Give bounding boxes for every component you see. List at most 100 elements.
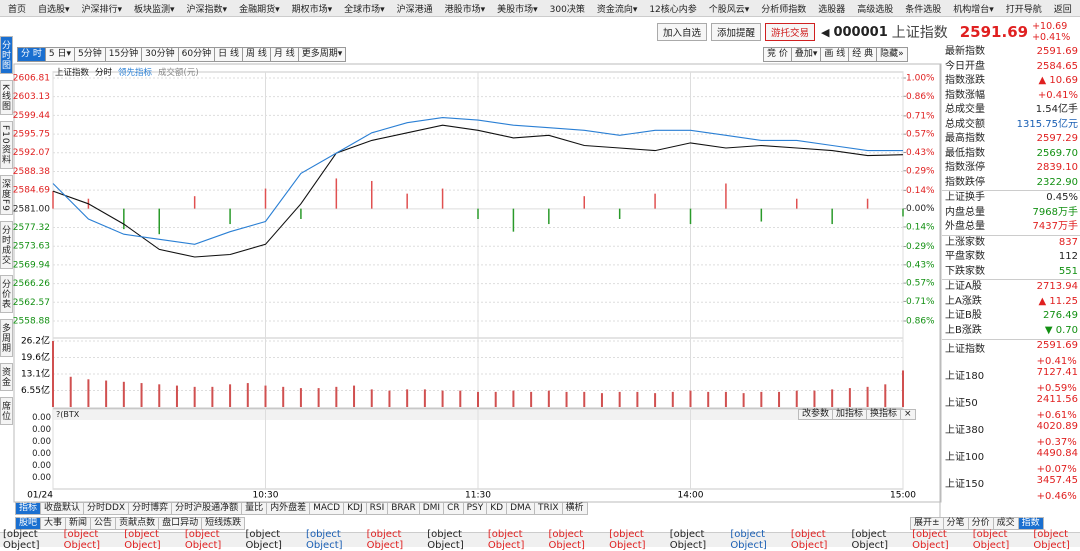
indicator-tab[interactable]: 分时DDX <box>83 502 130 515</box>
period-button[interactable]: 60分钟 <box>177 47 216 62</box>
indicator-tab[interactable]: PSY <box>462 502 488 515</box>
price-line <box>52 124 904 258</box>
header-button[interactable]: 加入自选 <box>657 23 708 41</box>
quote-label: 上B涨跌 <box>945 324 982 336</box>
btx-button[interactable]: 换指标 <box>866 409 902 420</box>
indicator-tab[interactable]: 指标 <box>15 502 42 515</box>
period-button[interactable]: 5分钟 <box>73 47 106 62</box>
menu-item[interactable]: 12核心内参 <box>649 4 697 15</box>
indicator-tab[interactable]: 分时博弈 <box>128 502 173 515</box>
indicator-tab[interactable]: CR <box>443 502 464 515</box>
tool-button[interactable]: 画 线 <box>820 47 850 62</box>
volume-bar <box>388 390 391 407</box>
bottom-tab[interactable]: 短线炼跌 <box>201 517 246 530</box>
side-tab[interactable]: 分价表 <box>0 275 13 314</box>
side-tab[interactable]: 深度F9 <box>0 174 13 216</box>
bottom-right-tab[interactable]: 指数 <box>1017 517 1044 530</box>
menu-item[interactable]: 美股市场▾ <box>497 4 538 15</box>
indicator-tab[interactable]: DMI <box>418 502 445 515</box>
indicator-tab[interactable]: 收盘默认 <box>40 502 85 515</box>
prev-arrow[interactable]: ◀ <box>821 25 830 39</box>
quote-value: ▲ 10.69 <box>1038 75 1079 86</box>
side-tab[interactable]: F10资料 <box>0 120 13 169</box>
period-button[interactable]: 更多周期▾ <box>297 47 347 62</box>
indicator-tab[interactable]: 分时沪股通净额 <box>171 502 243 515</box>
period-button[interactable]: 30分钟 <box>141 47 179 62</box>
menu-item[interactable]: 金融期货▾ <box>239 4 280 15</box>
side-tab[interactable]: 分时图 <box>0 36 13 74</box>
side-tab[interactable]: 分时成交 <box>0 221 13 270</box>
quote-value: 1.54亿手 <box>1035 104 1078 115</box>
indicator-tab[interactable]: RSI <box>365 502 389 515</box>
bottom-tab[interactable]: 贡献点数 <box>115 517 160 530</box>
index-row[interactable]: 上证380 4020.89 +0.37% <box>942 421 1080 448</box>
menu-item[interactable]: 板块监测▾ <box>134 4 175 15</box>
period-button[interactable]: 月 线 <box>269 47 299 62</box>
quote-label: 指数涨跌 <box>945 75 985 86</box>
index-row[interactable]: 上证指数 2591.69 +0.41% <box>942 340 1080 367</box>
menu-item[interactable]: 首页 <box>8 4 27 15</box>
bottom-tab[interactable]: 新闻 <box>65 517 92 530</box>
btx-button[interactable]: 改参数 <box>798 409 834 420</box>
period-button[interactable]: 5 日▾ <box>44 47 75 62</box>
tool-button[interactable]: 叠加▾ <box>790 47 822 62</box>
bottom-tab[interactable]: 盘口异动 <box>158 517 203 530</box>
btx-button[interactable]: × <box>900 409 916 420</box>
menu-item[interactable]: 高级选股 <box>857 4 894 15</box>
y2-tick-label: 0.57% <box>906 130 935 140</box>
btx-axis-label: 0.00 <box>32 437 51 447</box>
menu-item[interactable]: 个股风云▾ <box>708 4 750 15</box>
spacer <box>945 356 1037 368</box>
menu-item[interactable]: 分析师指数 <box>761 4 807 15</box>
volume-bar <box>406 389 409 407</box>
index-row[interactable]: 上证150 3457.45 +0.46% <box>942 475 1080 502</box>
bottom-right-tab[interactable]: 分笔 <box>942 517 969 530</box>
btx-button[interactable]: 加指标 <box>832 409 868 420</box>
header-button[interactable]: 游托交易 <box>765 23 816 41</box>
menu-item[interactable]: 选股器 <box>818 4 846 15</box>
period-button[interactable]: 分 时 <box>17 47 46 62</box>
tool-button[interactable]: 经 典 <box>848 47 878 62</box>
y-tick-label: 2569.94 <box>13 260 50 270</box>
header-button[interactable]: 添加提醒 <box>711 23 762 41</box>
indicator-tab[interactable]: MACD <box>309 502 345 515</box>
indicator-tab[interactable]: TRIX <box>533 502 563 515</box>
indicator-tab[interactable]: 内外盘差 <box>266 502 311 515</box>
menu-item[interactable]: 打开导航 <box>1005 4 1042 15</box>
indicator-tab[interactable]: 量比 <box>241 502 268 515</box>
indicator-tab[interactable]: DMA <box>506 502 535 515</box>
period-button[interactable]: 日 线 <box>214 47 243 62</box>
side-tab[interactable]: 席位 <box>0 397 13 426</box>
menu-item[interactable]: 条件选股 <box>905 4 942 15</box>
tool-button[interactable]: 竞 价 <box>763 47 792 62</box>
side-tab[interactable]: 资金 <box>0 363 13 392</box>
menu-item[interactable]: 返回 <box>1053 4 1072 15</box>
index-row[interactable]: 上证100 4490.84 +0.07% <box>942 448 1080 475</box>
bottom-tab[interactable]: 股吧 <box>15 517 42 530</box>
menu-item[interactable]: 沪深港通 <box>396 4 433 15</box>
period-button[interactable]: 周 线 <box>241 47 271 62</box>
menu-item[interactable]: 300决策 <box>549 4 585 15</box>
y2-tick-label: 0.29% <box>906 166 935 176</box>
indicator-tab[interactable]: 横析 <box>561 502 588 515</box>
indicator-tab[interactable]: KDJ <box>343 502 367 515</box>
indicator-tab[interactable]: BRAR <box>387 502 420 515</box>
menu-item[interactable]: 全球市场▾ <box>344 4 385 15</box>
menu-item[interactable]: 港股市场▾ <box>444 4 486 15</box>
y2-tick-label: 0.14% <box>906 222 935 232</box>
menu-item[interactable]: 机构增台▾ <box>953 4 994 15</box>
menu-item[interactable]: 沪深指数▾ <box>186 4 228 15</box>
menu-item[interactable]: 沪深排行▾ <box>81 4 123 15</box>
menu-item[interactable]: 期权市场▾ <box>291 4 333 15</box>
period-button[interactable]: 15分钟 <box>104 47 143 62</box>
ticker-item: [object Object] <box>669 529 707 551</box>
tool-button[interactable]: 隐藏» <box>876 47 908 62</box>
side-tab[interactable]: 多周期 <box>0 319 13 358</box>
index-row[interactable]: 上证50 2411.56 +0.61% <box>942 394 1080 421</box>
menu-item[interactable]: 自选股▾ <box>38 4 70 15</box>
menu-item[interactable]: 资金流向▾ <box>596 4 638 15</box>
side-tab[interactable]: K线图 <box>0 80 13 115</box>
index-row[interactable]: 上证180 7127.41 +0.59% <box>942 367 1080 394</box>
quote-row: 上证A股 2713.94 <box>942 279 1080 295</box>
indicator-tab[interactable]: KD <box>486 502 508 515</box>
